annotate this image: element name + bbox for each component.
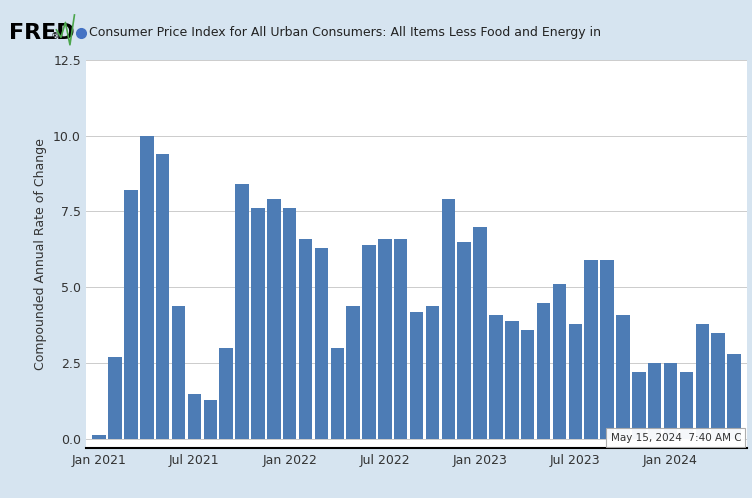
Bar: [553, 284, 566, 439]
Bar: [220, 348, 233, 439]
Bar: [537, 302, 550, 439]
Bar: [600, 260, 614, 439]
Bar: [457, 242, 471, 439]
Bar: [140, 135, 153, 439]
Bar: [473, 227, 487, 439]
Bar: [648, 363, 662, 439]
Bar: [204, 399, 217, 439]
Bar: [171, 306, 185, 439]
Bar: [490, 315, 502, 439]
Bar: [584, 260, 598, 439]
Bar: [426, 306, 439, 439]
Y-axis label: Compounded Annual Rate of Change: Compounded Annual Rate of Change: [35, 138, 47, 370]
Bar: [696, 324, 709, 439]
Bar: [235, 184, 249, 439]
Bar: [410, 312, 423, 439]
Bar: [727, 354, 741, 439]
Bar: [711, 333, 725, 439]
Bar: [108, 357, 122, 439]
Bar: [616, 315, 629, 439]
Bar: [331, 348, 344, 439]
Text: Consumer Price Index for All Urban Consumers: All Items Less Food and Energy in: Consumer Price Index for All Urban Consu…: [89, 26, 602, 39]
Bar: [441, 199, 455, 439]
Bar: [378, 239, 392, 439]
Bar: [314, 248, 328, 439]
Bar: [521, 330, 535, 439]
Bar: [283, 209, 296, 439]
Bar: [188, 393, 201, 439]
Bar: [92, 435, 106, 439]
Bar: [505, 321, 519, 439]
Bar: [680, 373, 693, 439]
Bar: [251, 209, 265, 439]
Bar: [632, 373, 645, 439]
Bar: [299, 239, 312, 439]
Bar: [124, 190, 138, 439]
Bar: [347, 306, 360, 439]
Bar: [267, 199, 280, 439]
Bar: [664, 363, 678, 439]
Bar: [156, 154, 169, 439]
Bar: [362, 245, 376, 439]
Bar: [569, 324, 582, 439]
Text: FRED: FRED: [9, 23, 74, 43]
Text: ®: ®: [51, 32, 59, 41]
Bar: [394, 239, 408, 439]
Text: May 15, 2024  7:40 AM C: May 15, 2024 7:40 AM C: [611, 433, 741, 443]
